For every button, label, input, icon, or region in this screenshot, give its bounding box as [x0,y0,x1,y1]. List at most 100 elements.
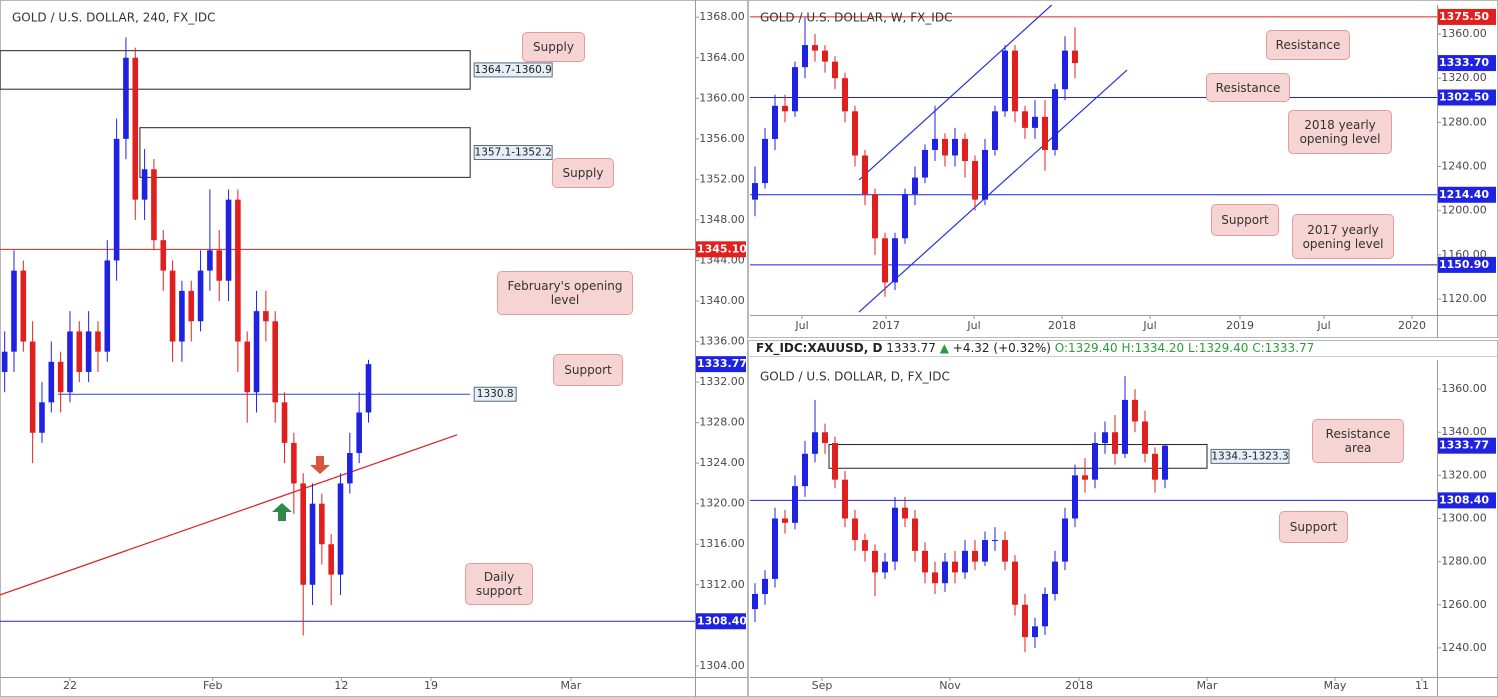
candle-body [1072,475,1078,519]
candle-body [752,183,758,200]
chart-title: GOLD / U.S. DOLLAR, W, FX_IDC [760,11,952,25]
candle-body [942,138,948,156]
y-tick-label: 1324.00 [699,456,745,469]
callout: Supply [552,158,614,188]
y-tick-label: 1340.00 [1441,425,1487,438]
x-tick-label: Nov [939,679,961,692]
candle-body [179,290,185,342]
x-tick-label: 2018 [1065,679,1093,692]
candle-body [822,432,828,444]
callout: Supply [522,32,585,62]
candle-body [1022,604,1028,638]
zone-label: 1334.3-1323.3 [1211,450,1288,462]
candle-body [792,67,798,112]
y-tick-label: 1312.00 [699,578,745,591]
callout: Daily support [465,563,533,605]
candle-body [244,341,251,393]
candle-body [752,593,758,610]
trendline [858,69,1128,313]
candle-body [982,540,988,562]
callout: Support [1279,511,1348,543]
level-label-box [696,356,746,373]
level-label-box [1438,437,1496,454]
level-label: 1308.40 [697,614,747,627]
callout: Support [1211,204,1279,236]
level-label: 1333.77 [1439,439,1489,452]
candle-body [281,402,288,443]
red-arrow [310,456,330,474]
x-tick-label: Sep [812,679,833,692]
callout: Resistance area [1312,419,1404,463]
plot-area [0,37,695,636]
x-tick-label: May [1324,679,1347,692]
level-label: 1345.10 [697,242,747,255]
candle-body [872,194,878,239]
chart-title: GOLD / U.S. DOLLAR, D, FX_IDC [760,370,950,384]
y-tick-label: 1304.00 [699,659,745,672]
y-tick-label: 1260.00 [1441,598,1487,611]
candle-body [337,483,344,575]
candle-body [822,50,828,62]
candle-body [319,503,325,545]
candle-body [842,479,848,519]
candle-body [1102,432,1108,444]
candle-body [1082,475,1088,480]
candle-body [772,105,778,139]
candle-body [802,45,808,68]
y-tick-label: 1200.00 [1441,204,1487,217]
candle-body [328,544,334,575]
ohlc-low: L:1329.40 [1188,341,1248,355]
candle-body [872,550,878,573]
candle-body [141,169,148,200]
candle-body [992,111,998,150]
level-label: 1333.77 [697,357,747,370]
callout: Support [553,354,623,386]
panel-border [748,0,1498,338]
candle-body [882,238,888,283]
level-label-box [1438,492,1496,509]
symbol-header: FX_IDC:XAUUSD, D 1333.77 ▲ +4.32 (+0.32%… [756,341,1314,356]
zone-label: 1364.7-1360.9 [475,64,552,76]
candle-body [762,578,768,594]
candle-body [952,138,958,156]
candle-body [962,550,968,573]
y-tick-label: 1280.00 [1441,555,1487,568]
level-label-box [1438,256,1496,273]
y-tick-label: 1348.00 [699,213,745,226]
candle-body [982,149,988,200]
y-tick-label: 1352.00 [699,172,745,185]
zone-label-box [1210,448,1290,464]
zone-label-box [473,145,553,161]
y-tick-label: 1340.00 [699,294,745,307]
candle-body [309,503,316,585]
candle-body [1002,540,1008,562]
candle-body [1152,453,1158,480]
candle-body [20,270,27,342]
candle-body [922,149,928,178]
candle-body [892,238,898,283]
level-label-box [696,241,746,258]
candle-body [882,561,888,573]
y-tick-label: 1368.00 [699,10,745,23]
zone [828,444,1208,469]
y-tick-label: 1320.00 [1441,468,1487,481]
candle-body [772,518,778,579]
candle-body [1052,561,1058,594]
level-label-box [1438,8,1496,25]
y-tick-label: 1360.00 [699,91,745,104]
candlestick-chart: 1304.001308.001312.001316.001320.001324.… [0,0,748,697]
candle-body [1052,89,1058,150]
candle-body [1012,50,1018,112]
candle-body [1062,518,1068,562]
candle-body [932,138,938,150]
level-label-box [1438,55,1496,72]
candle-body [253,311,260,393]
candle-body [1042,593,1048,627]
candle-body [169,270,176,342]
chart-title: GOLD / U.S. DOLLAR, 240, FX_IDC [12,11,216,25]
x-tick-label: Jul [1142,319,1156,332]
candle-body [272,321,278,403]
x-tick-label: 19 [424,679,438,692]
candle-body [1042,116,1048,150]
